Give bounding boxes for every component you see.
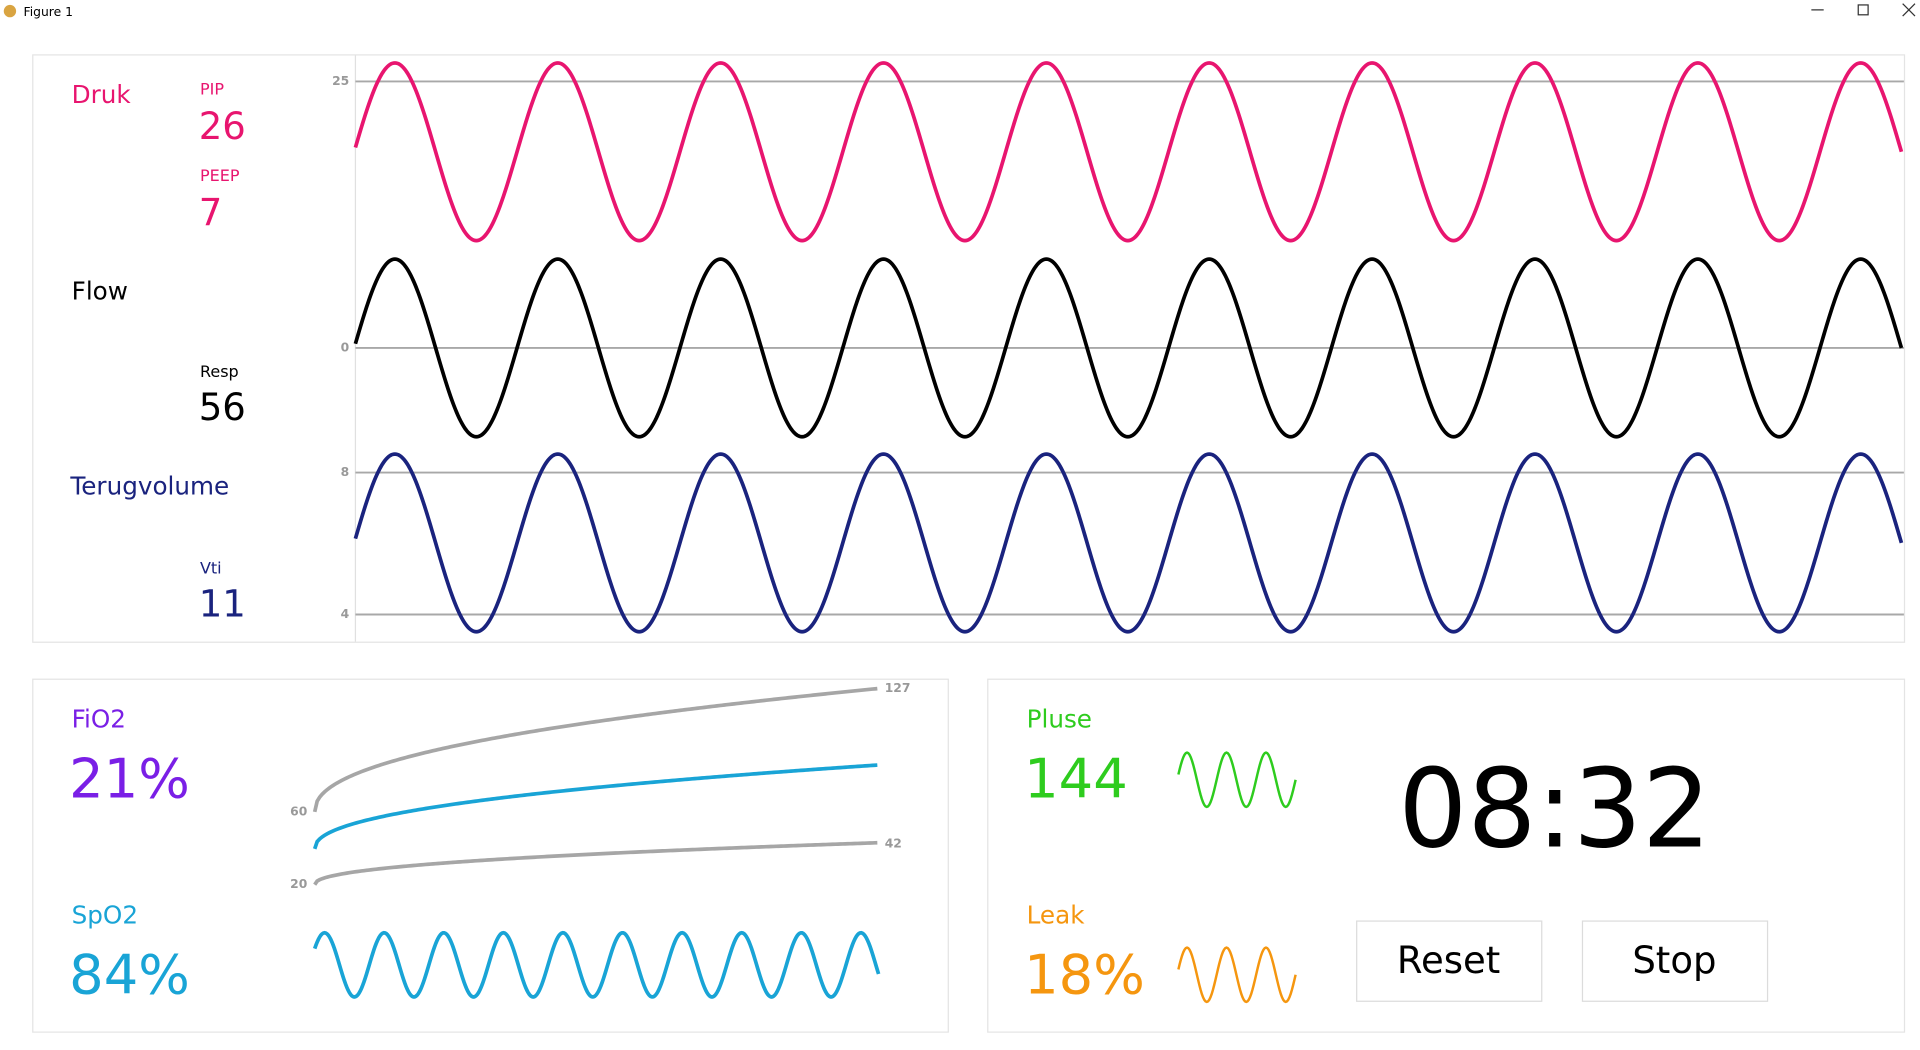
peep-value: 7	[199, 191, 223, 234]
fio2-label: FiO2	[72, 705, 126, 734]
reset-button[interactable]	[1356, 920, 1543, 1002]
flow-label: Flow	[72, 276, 128, 305]
vti-value: 11	[199, 582, 246, 625]
pulse-label: Pluse	[1027, 705, 1092, 734]
waveform	[1177, 946, 1297, 1004]
trend-curve	[312, 763, 878, 850]
pressure-label: Druk	[72, 80, 132, 109]
close-button[interactable]	[1902, 3, 1916, 17]
tick-label: 8	[341, 465, 350, 479]
vti-label: Vti	[200, 558, 222, 577]
volume-label: Terugvolume	[69, 471, 229, 500]
reset-label: Reset	[1397, 939, 1500, 982]
stop-label: Stop	[1632, 939, 1716, 982]
peep-label: PEEP	[200, 166, 240, 185]
waveform	[353, 452, 1904, 634]
pip-label: PIP	[200, 80, 224, 99]
leak-value: 18%	[1024, 944, 1145, 1007]
stop-button[interactable]	[1581, 920, 1769, 1002]
resp-value: 56	[199, 386, 246, 429]
leak-label: Leak	[1027, 901, 1086, 930]
spo2-value: 84%	[69, 944, 190, 1007]
tick-label: 0	[341, 340, 350, 354]
pulse-value: 144	[1024, 747, 1128, 810]
spo2-label: SpO2	[72, 901, 138, 930]
trend-curve	[312, 686, 878, 813]
window-title: Figure 1	[24, 5, 73, 19]
tick-label: 20	[290, 877, 307, 891]
restore-button[interactable]	[1857, 4, 1869, 16]
pip-value: 26	[199, 105, 246, 148]
tick-label: 25	[332, 74, 349, 88]
trend-curve	[313, 840, 878, 886]
waveform	[353, 257, 1904, 439]
tick-label: 42	[885, 836, 902, 850]
waveform	[1177, 751, 1297, 809]
timer: 08:32	[1398, 746, 1711, 873]
resp-label: Resp	[200, 362, 239, 381]
waveform	[353, 61, 1904, 243]
tick-label: 60	[290, 804, 307, 818]
app-icon	[3, 4, 17, 18]
tick-label: 127	[885, 681, 911, 695]
waveform	[312, 930, 881, 999]
fio2-value: 21%	[69, 747, 190, 810]
tick-label: 4	[341, 607, 350, 621]
